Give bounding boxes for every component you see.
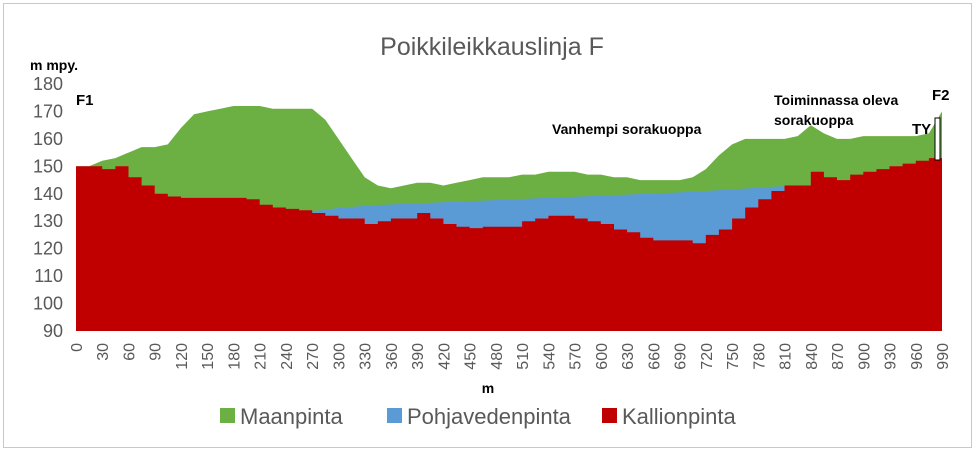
x-tick-label: 840: [804, 343, 821, 370]
y-tick-labels: 90 100 110 120 130 140 150 160 170 180: [33, 74, 63, 341]
x-tick-label: 570: [568, 343, 585, 370]
chart-frame: Poikkileikkauslinja F m mpy. m 90 100 110 1…: [3, 3, 972, 448]
y-axis-label: m mpy.: [30, 57, 78, 73]
x-tick-label: 540: [541, 343, 558, 370]
x-tick-label: 90: [148, 343, 165, 361]
x-tick-label: 0: [69, 343, 86, 352]
annotation-f1: F1: [76, 92, 94, 109]
chart-title: Poikkileikkauslinja F: [380, 33, 604, 61]
y-tick-label: 160: [33, 129, 63, 149]
x-tick-label: 60: [122, 343, 139, 361]
x-tick-label: 720: [699, 343, 716, 370]
legend-label-maanpinta: Maanpinta: [240, 404, 344, 429]
x-tick-label: 900: [856, 343, 873, 370]
x-tick-label: 510: [515, 343, 532, 370]
x-tick-label: 660: [646, 343, 663, 370]
y-tick-label: 130: [33, 211, 63, 231]
x-tick-label: 780: [751, 343, 768, 370]
x-tick-label: 180: [227, 343, 244, 370]
x-tick-label: 690: [673, 343, 690, 370]
y-tick-label: 90: [43, 321, 63, 341]
legend-swatch-pohjavedenpinta: [387, 408, 402, 423]
legend-label-pohjavedenpinta: Pohjavedenpinta: [407, 404, 572, 429]
annotation-ty: TY: [912, 121, 931, 138]
y-tick-label: 120: [33, 239, 63, 259]
x-tick-label: 600: [594, 343, 611, 370]
x-tick-label: 750: [725, 343, 742, 370]
x-tick-label: 450: [463, 343, 480, 370]
x-tick-label: 210: [253, 343, 270, 370]
x-tick-label: 930: [883, 343, 900, 370]
area-kallionpinta: [76, 155, 942, 331]
legend: Maanpinta Pohjavedenpinta Kallionpinta: [220, 404, 737, 429]
legend-swatch-maanpinta: [220, 408, 235, 423]
legend-swatch-kallionpinta: [602, 408, 617, 423]
chart-svg: Poikkileikkauslinja F m mpy. m 90 100 110 1…: [30, 33, 952, 429]
x-tick-label: 420: [436, 343, 453, 370]
x-tick-label: 120: [174, 343, 191, 370]
plot-areas: [76, 106, 942, 331]
x-tick-label: 150: [200, 343, 217, 370]
x-axis-label: m: [482, 380, 494, 396]
x-tick-label: 960: [909, 343, 926, 370]
x-tick-label: 990: [935, 343, 952, 370]
ty-marker: [934, 117, 941, 161]
x-tick-label: 810: [778, 343, 795, 370]
x-tick-label: 30: [95, 343, 112, 361]
annotation-old-pit: Vanhempi sorakuoppa: [552, 121, 702, 137]
x-tick-label: 360: [384, 343, 401, 370]
y-tick-label: 140: [33, 184, 63, 204]
legend-label-kallionpinta: Kallionpinta: [622, 404, 737, 429]
x-tick-label: 330: [358, 343, 375, 370]
annotation-active-pit-line1: Toiminnassa oleva: [774, 92, 898, 108]
y-tick-label: 170: [33, 101, 63, 121]
y-tick-label: 100: [33, 294, 63, 314]
x-tick-label: 240: [279, 343, 296, 370]
x-tick-label: 630: [620, 343, 637, 370]
x-tick-label: 270: [305, 343, 322, 370]
y-tick-label: 180: [33, 74, 63, 94]
x-tick-label: 870: [830, 343, 847, 370]
x-tick-label: 480: [489, 343, 506, 370]
x-tick-label: 300: [331, 343, 348, 370]
x-tick-labels: 0 30 60 90 120 150 180 210 240 270 300 330 360 390 420…: [69, 343, 952, 370]
annotation-f2: F2: [932, 87, 950, 104]
y-tick-label: 110: [34, 266, 63, 286]
x-tick-label: 390: [410, 343, 427, 370]
y-tick-label: 150: [33, 156, 63, 176]
annotation-active-pit-line2: sorakuoppa: [774, 112, 854, 128]
